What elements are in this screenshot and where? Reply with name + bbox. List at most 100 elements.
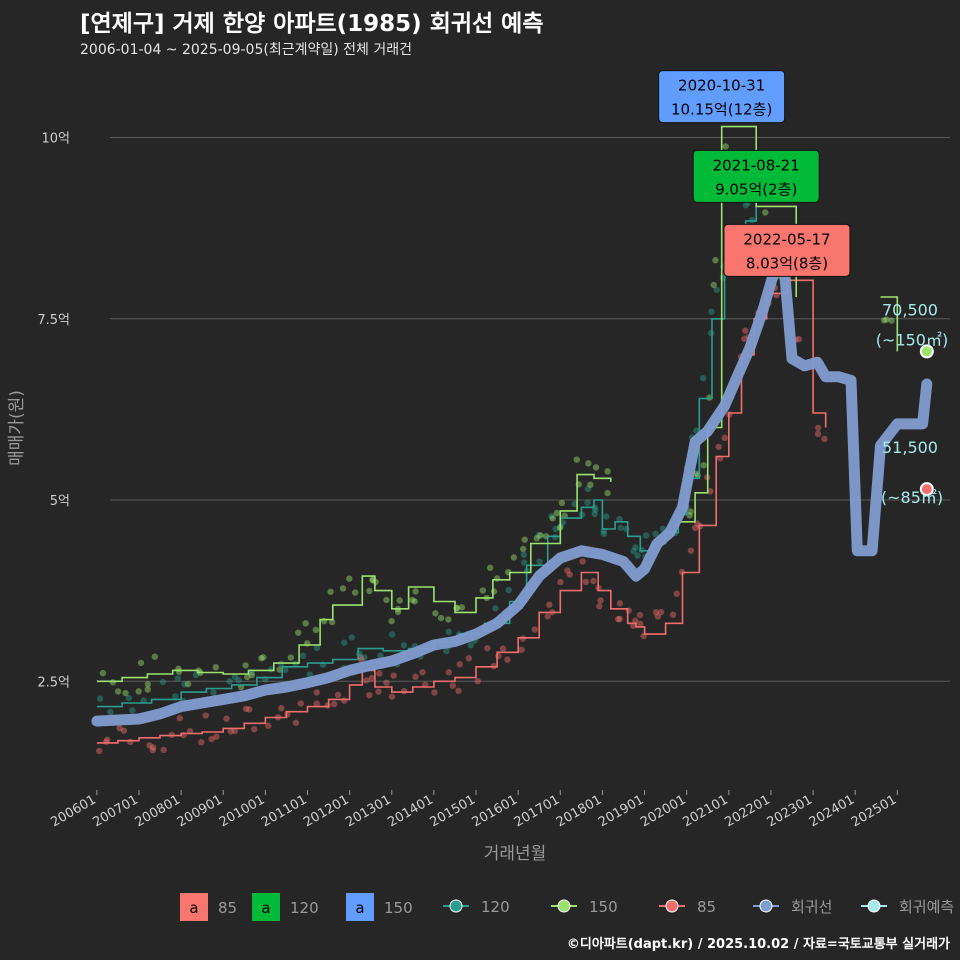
transaction-point — [708, 308, 715, 315]
legend-label-text: 120 — [290, 899, 319, 917]
x-tick-label: 201901 — [596, 792, 646, 830]
transaction-point — [306, 671, 313, 678]
transaction-point — [175, 668, 183, 675]
transaction-point — [96, 747, 103, 755]
transaction-point — [383, 596, 390, 604]
legend-swatch-label — [252, 893, 280, 921]
transaction-point — [376, 670, 383, 677]
transaction-point — [208, 735, 215, 743]
callout-date: 2020-10-31 — [678, 77, 765, 95]
prediction-value: 51,500 — [882, 438, 938, 457]
series-line-150 — [880, 296, 899, 352]
transaction-point — [295, 629, 302, 636]
transaction-point — [443, 647, 450, 655]
transaction-point — [260, 654, 267, 661]
x-tick-label: 200601 — [48, 792, 98, 830]
transaction-point — [129, 707, 136, 714]
transaction-point — [573, 456, 580, 463]
transaction-point — [492, 605, 499, 612]
legend-swatch-letter: a — [261, 899, 270, 917]
transaction-point — [377, 652, 384, 659]
transaction-point — [520, 551, 528, 559]
transaction-point — [151, 653, 159, 660]
transaction-point — [616, 600, 624, 607]
transaction-point — [341, 697, 348, 704]
transaction-point — [114, 688, 122, 695]
transaction-point — [176, 715, 184, 722]
transaction-point — [411, 598, 418, 605]
transaction-point — [96, 695, 104, 702]
transaction-point — [127, 738, 134, 746]
x-tick-label: 200701 — [90, 792, 140, 830]
legend-swatch-label — [346, 893, 374, 921]
transaction-point — [597, 597, 604, 604]
y-tick-label: 7.5억 — [37, 313, 70, 328]
transaction-point — [687, 547, 695, 554]
callout-box — [723, 223, 851, 277]
transaction-point — [366, 691, 373, 699]
series-line-150 — [96, 473, 612, 683]
callout-label: 2021-08-21 9.05억(2층) — [692, 149, 820, 203]
transaction-point — [584, 485, 592, 493]
transaction-point — [375, 688, 382, 695]
regression-line — [91, 255, 933, 727]
transaction-point — [616, 515, 623, 523]
y-tick-label: 5억 — [50, 494, 70, 509]
transaction-point — [334, 691, 342, 699]
legend-line-text: 150 — [589, 898, 618, 916]
transaction-point — [505, 586, 512, 594]
x-tick-label: 201401 — [385, 792, 435, 830]
transaction-point — [287, 654, 295, 661]
transaction-point — [363, 677, 370, 684]
transaction-point — [409, 596, 416, 604]
transaction-point — [276, 666, 283, 673]
series-line-85 — [96, 279, 827, 744]
source-credit: ©디아파트(dapt.kr) / 2025.10.02 / 자료=국토교통부 실… — [566, 937, 950, 952]
transaction-point — [654, 613, 662, 620]
transaction-point — [591, 510, 598, 518]
transaction-point — [490, 588, 498, 595]
x-tick-label: 202501 — [849, 792, 899, 830]
series-line-120 — [96, 206, 757, 708]
transaction-point — [600, 530, 608, 537]
transaction-point — [742, 327, 749, 334]
transaction-point — [352, 589, 359, 596]
prediction-size: (~85㎡) — [881, 488, 943, 507]
transaction-point — [226, 678, 233, 685]
transaction-point — [456, 661, 464, 668]
transaction-point — [368, 675, 375, 682]
transaction-point — [99, 669, 107, 677]
transaction-point — [587, 481, 594, 488]
transaction-point — [103, 736, 111, 744]
transaction-point — [721, 434, 728, 442]
callout-box — [658, 70, 786, 124]
transaction-point — [712, 257, 719, 264]
legend-line-text: 회귀선 — [791, 898, 832, 916]
x-tick-label: 201601 — [470, 792, 520, 830]
transaction-point — [590, 577, 597, 585]
legend-line-text: 회귀예측 — [899, 898, 954, 916]
transaction-point — [548, 512, 555, 520]
transaction-point — [637, 620, 644, 628]
transaction-point — [493, 575, 501, 582]
transaction-point — [795, 335, 803, 343]
transaction-point — [388, 617, 395, 625]
callout-label: 2020-10-31 10.15억(12층) — [658, 70, 786, 124]
transaction-point — [432, 610, 439, 617]
x-tick-label: 202101 — [680, 792, 730, 830]
transaction-point — [700, 462, 707, 469]
transaction-point — [623, 525, 630, 533]
transaction-point — [297, 700, 304, 707]
transaction-point — [159, 678, 167, 686]
chart-title: [연제구] 거제 한양 아파트(1985) 회귀선 예측 — [80, 11, 544, 37]
transaction-point — [585, 460, 592, 467]
prediction-size: (~150㎡) — [876, 330, 948, 349]
transaction-point — [814, 424, 822, 432]
transaction-point — [521, 536, 528, 543]
transaction-point — [553, 509, 561, 517]
transaction-point — [707, 329, 715, 337]
transaction-point — [762, 209, 769, 216]
transaction-point — [327, 588, 334, 596]
transaction-point — [673, 590, 680, 597]
transaction-point — [616, 615, 623, 623]
